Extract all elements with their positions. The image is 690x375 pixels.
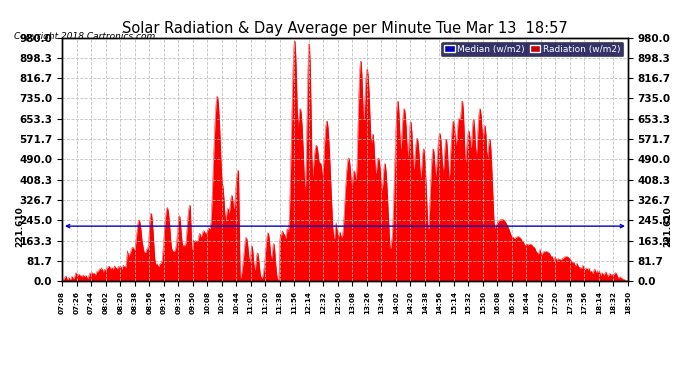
Text: Copyright 2018 Cartronics.com: Copyright 2018 Cartronics.com xyxy=(14,32,155,41)
Legend: Median (w/m2), Radiation (w/m2): Median (w/m2), Radiation (w/m2) xyxy=(441,42,623,56)
Text: 221.610: 221.610 xyxy=(663,206,672,246)
Text: 221.610: 221.610 xyxy=(15,206,24,246)
Title: Solar Radiation & Day Average per Minute Tue Mar 13  18:57: Solar Radiation & Day Average per Minute… xyxy=(122,21,568,36)
